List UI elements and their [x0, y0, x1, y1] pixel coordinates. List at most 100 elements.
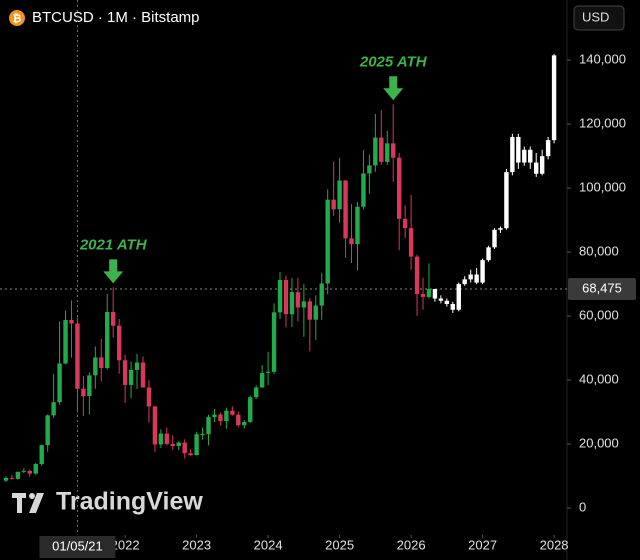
candle-body [355, 206, 360, 245]
watermark-logo [12, 493, 44, 513]
candle-body [456, 284, 461, 310]
y-tick-label: 20,000 [579, 436, 619, 451]
candle-body [426, 289, 432, 297]
candle-body [33, 463, 38, 474]
candle-body [27, 470, 32, 474]
candle-body [379, 137, 384, 162]
candle-body [414, 256, 420, 295]
candle-body [331, 199, 336, 210]
candle-body [468, 274, 473, 280]
candle-body [128, 369, 134, 385]
candle-body [99, 357, 104, 368]
annotation-arrow [103, 259, 124, 284]
coin-icon [9, 10, 25, 26]
candle-body [516, 136, 521, 163]
currency-label[interactable]: USD [582, 9, 609, 24]
candle-body [307, 301, 313, 320]
crosshair-box [39, 536, 116, 558]
candle-body [545, 140, 551, 157]
candle-body [63, 319, 68, 364]
candle-body [230, 410, 235, 415]
candle-body [152, 406, 158, 445]
candle-body [432, 289, 438, 299]
candle-body [361, 173, 366, 207]
candle-body [111, 311, 116, 326]
chart-title: BTCUSD · 1M · Bitstamp [32, 9, 200, 26]
candle-body [122, 360, 128, 385]
candle-body [438, 298, 444, 301]
candle-body [69, 319, 74, 324]
candle-body [391, 143, 396, 158]
coin-symbol: ₿ [13, 13, 22, 25]
candle-body [486, 247, 491, 261]
candle-body [444, 300, 450, 304]
candle-body [158, 433, 164, 445]
y-tick-label: 120,000 [579, 116, 626, 131]
candle-body [528, 149, 533, 163]
candle-body [277, 279, 283, 313]
x-tick-label: 2028 [540, 537, 569, 552]
candle-body [474, 274, 479, 283]
candle-body [510, 136, 515, 173]
candle-body [206, 417, 211, 435]
candle-body [301, 301, 307, 308]
y-tick-label: 40,000 [579, 372, 619, 387]
candle-body [81, 388, 86, 397]
x-tick-label: 2026 [397, 537, 426, 552]
candle-body [462, 279, 467, 285]
crosshair-label: 01/05/21 [52, 538, 103, 553]
candle-body [224, 410, 229, 422]
candle-body [45, 415, 50, 446]
y-tick-label: 0 [579, 500, 586, 515]
candle-body [313, 305, 318, 320]
candle-body [271, 312, 277, 372]
y-tick-label: 100,000 [579, 180, 626, 195]
candle-body [551, 55, 557, 141]
candle-body [57, 363, 62, 403]
last-price-label: 68,475 [582, 280, 622, 295]
candle-body [319, 283, 324, 306]
candle-body [105, 311, 110, 368]
candle-body [539, 156, 545, 174]
currency-button[interactable] [573, 5, 625, 31]
candle-body [87, 375, 92, 397]
annotation-arrow [383, 76, 404, 101]
x-tick-label: 2022 [111, 537, 140, 552]
candle-body [176, 442, 181, 447]
candle-body [367, 165, 372, 174]
candle-body [337, 180, 342, 210]
candle-body [385, 143, 390, 162]
last-price-box [568, 278, 636, 301]
candle-body [343, 180, 348, 239]
candle-body [3, 477, 9, 481]
x-tick-label: 2024 [254, 537, 283, 552]
candle-body [164, 433, 170, 444]
candle-body [522, 149, 527, 163]
candle-body [248, 397, 253, 422]
candle-body [236, 414, 241, 426]
candle-body [194, 434, 199, 456]
candle-body [75, 323, 80, 389]
y-tick-label: 80,000 [579, 244, 619, 259]
candle-body [325, 199, 330, 284]
candle-body [289, 292, 295, 315]
candle-body [408, 228, 414, 257]
x-tick-label: 2025 [325, 537, 354, 552]
x-tick-label: 2027 [468, 537, 497, 552]
candle-body [498, 228, 503, 230]
candle-body [188, 453, 193, 456]
candle-body [480, 260, 485, 283]
candle-body [51, 402, 56, 416]
candle-body [218, 414, 223, 422]
candle-body [450, 303, 455, 310]
candle-body [295, 292, 301, 308]
candle-body [39, 445, 44, 464]
candle-body [259, 372, 265, 388]
candle-body [140, 362, 146, 388]
candle-body [134, 362, 140, 370]
candle-body [283, 279, 289, 315]
candle-body [349, 238, 354, 245]
candle-body [504, 172, 509, 229]
